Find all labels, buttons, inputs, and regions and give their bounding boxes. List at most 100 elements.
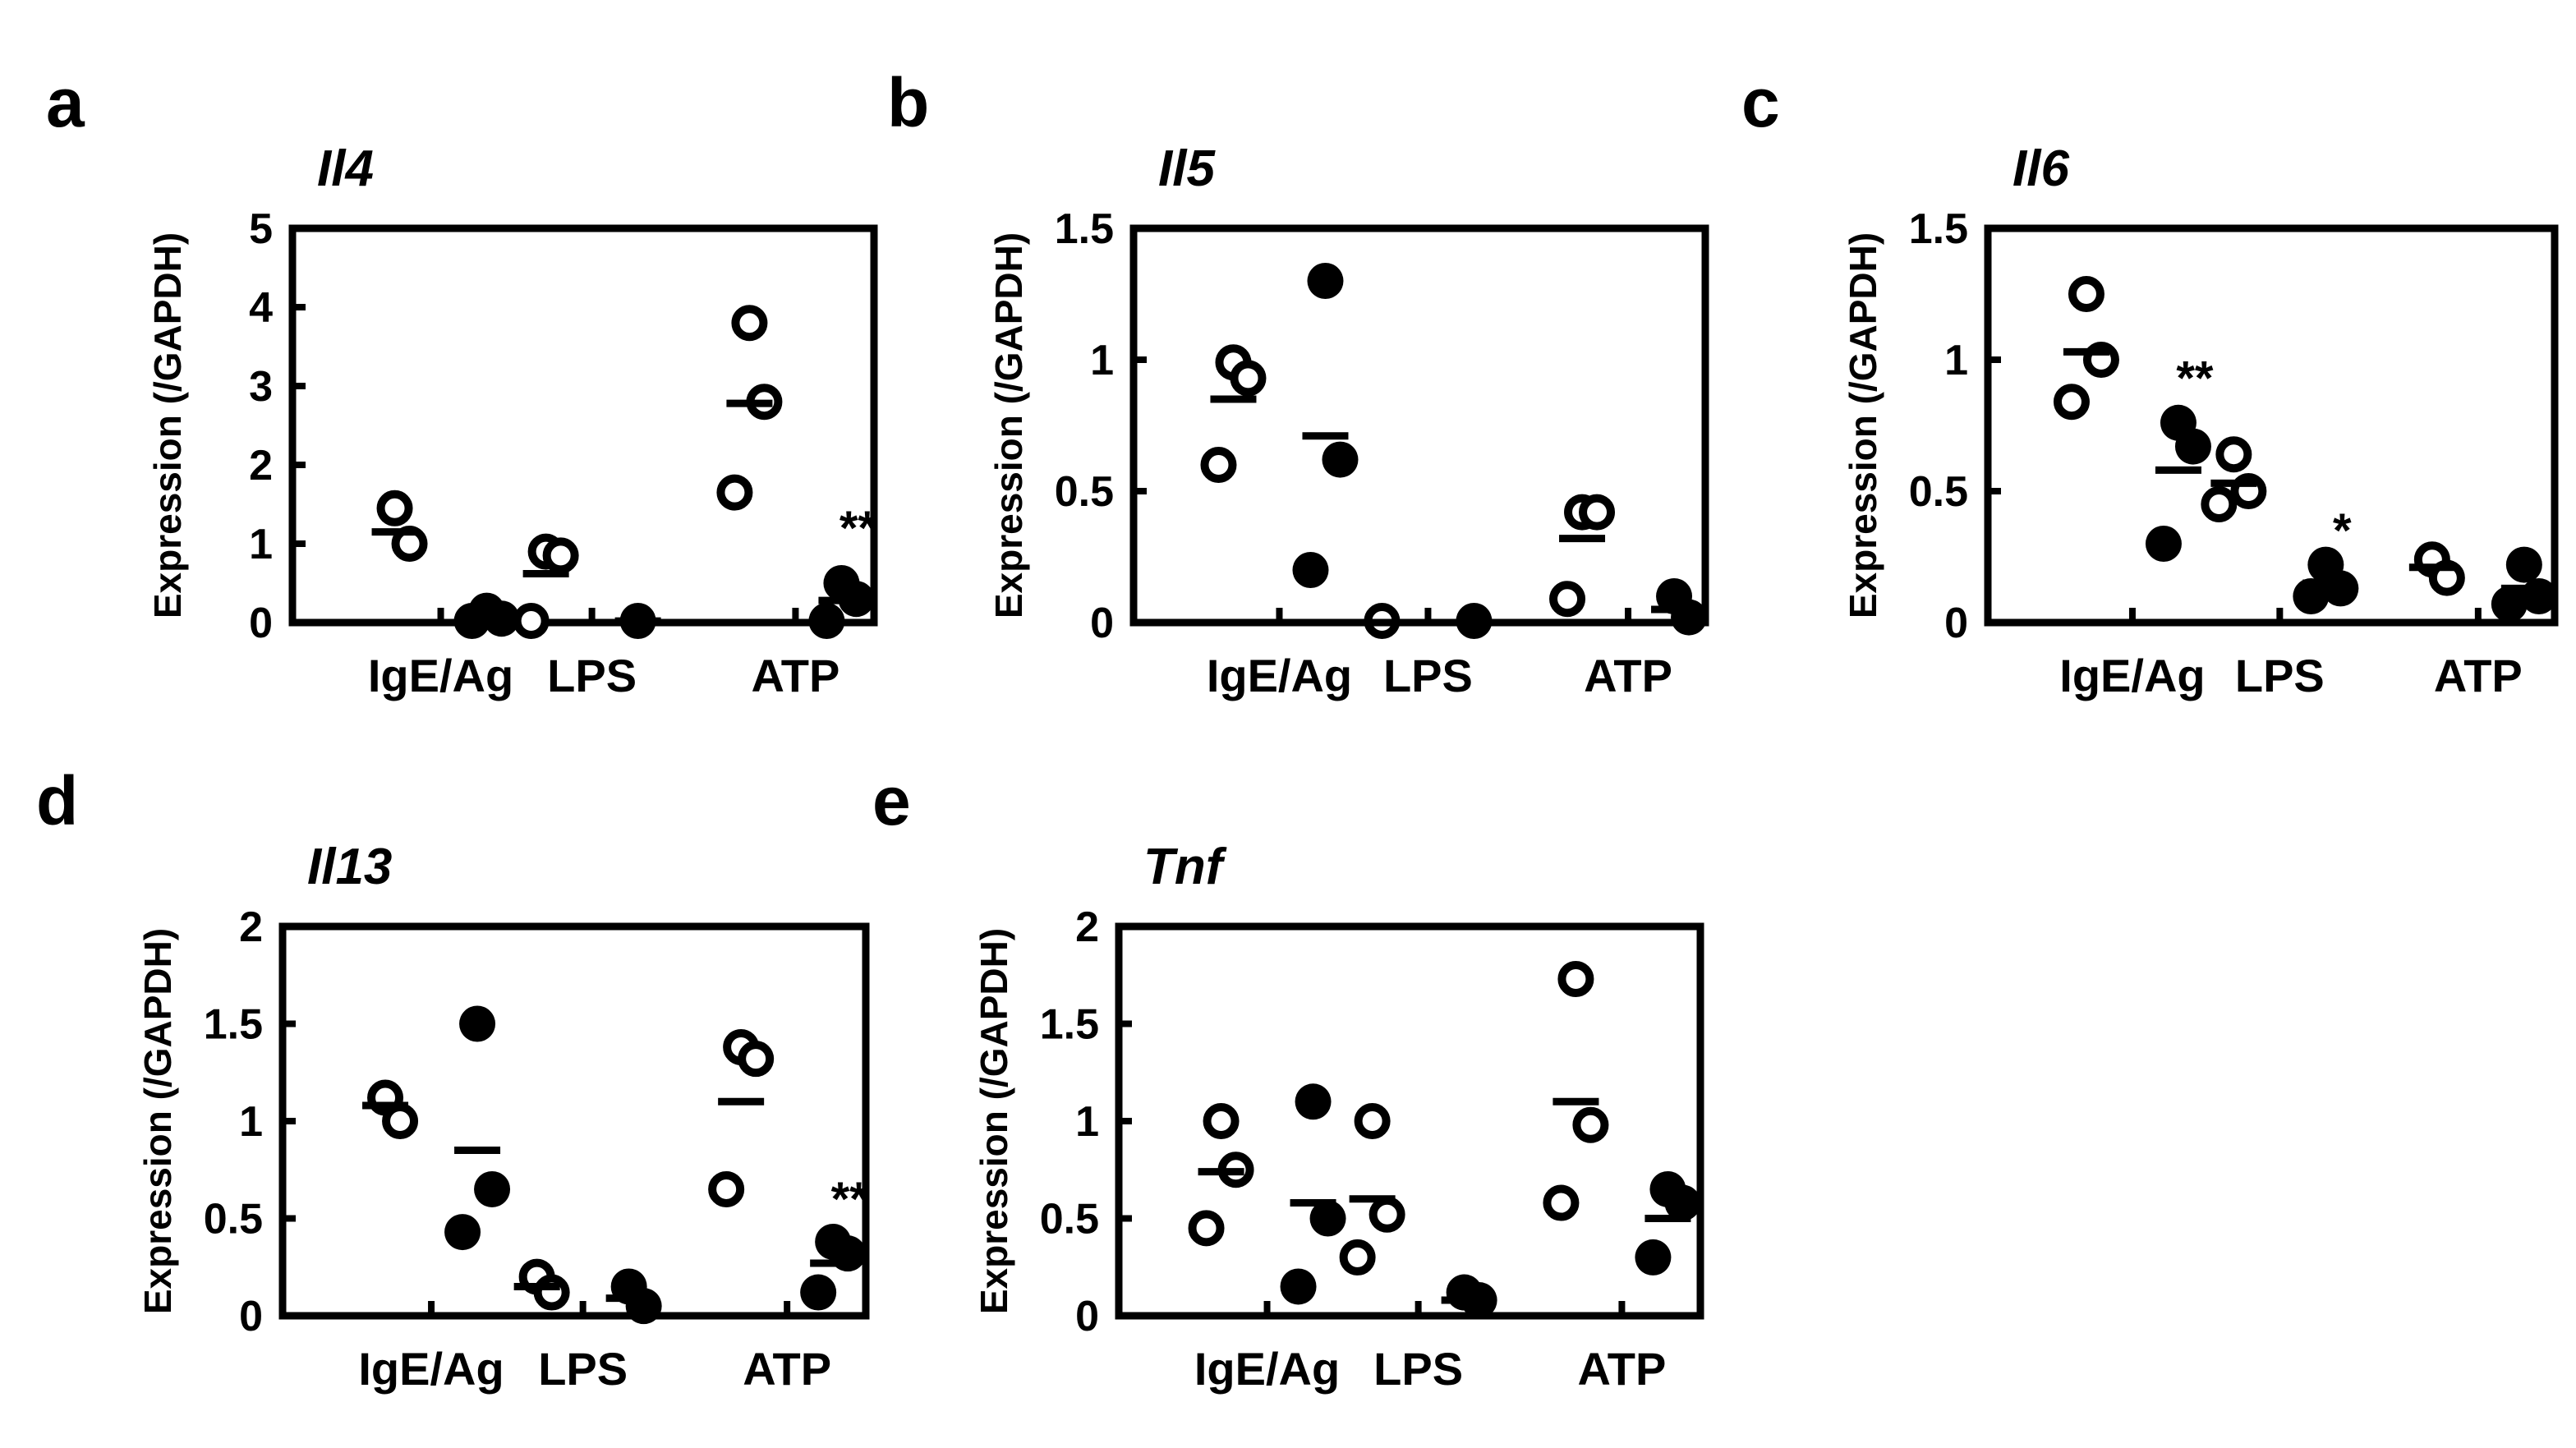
data-point-filled <box>625 1288 662 1325</box>
y-axis-label: Expression (/GAPDH) <box>146 232 189 618</box>
data-point-open <box>731 305 768 342</box>
data-point-filled <box>2322 570 2359 607</box>
significance-marker: * <box>2333 504 2352 558</box>
x-category-label: IgE/Ag <box>368 650 513 701</box>
x-category-label: IgE/Ag <box>2059 650 2205 701</box>
plot-frame <box>1129 224 1709 627</box>
data-point-filled <box>2491 586 2528 623</box>
y-axis-label: Expression (/GAPDH) <box>136 928 179 1314</box>
panel-letter: e <box>872 762 911 839</box>
x-category-label: ATP <box>751 650 840 701</box>
y-tick-label: 1.5 <box>1909 205 1968 253</box>
panel-c: c Il6 0 0.5 1 1.5 IgE/Ag LPS ATP Expression (/GAP… <box>1741 64 2559 701</box>
x-category-label: LPS <box>2235 650 2325 701</box>
y-tick-label: 4 <box>249 284 273 332</box>
x-category-label: ATP <box>1577 1343 1666 1395</box>
significance-marker: ** <box>840 502 877 555</box>
y-tick-label: 0 <box>249 600 273 647</box>
y-tick-label: 1 <box>1075 1098 1099 1146</box>
y-tick-label: 0 <box>239 1293 263 1340</box>
x-category-label: IgE/Ag <box>1194 1343 1340 1395</box>
x-category-label: ATP <box>2434 650 2523 701</box>
data-point-filled <box>1635 1239 1672 1276</box>
panel-d: d Il13 0 0.5 1 1.5 2 IgE/Ag LPS ATP Expression (/G… <box>36 762 870 1395</box>
data-point-open <box>382 1103 419 1139</box>
data-point-open <box>1188 1210 1225 1247</box>
data-point-filled <box>1280 1268 1317 1305</box>
data-point-filled <box>2293 578 2330 614</box>
data-point-open <box>533 1274 570 1311</box>
data-point-filled <box>1307 263 1344 299</box>
plot-frame <box>1984 224 2559 627</box>
data-point-open <box>1339 1239 1376 1276</box>
y-axis-label: Expression (/GAPDH) <box>987 232 1030 618</box>
y-tick-label: 3 <box>249 363 273 411</box>
y-tick-label: 1.5 <box>204 1001 263 1049</box>
data-point-filled <box>2145 526 2182 562</box>
data-point-filled <box>474 1170 511 1207</box>
data-point-open <box>1200 447 1237 483</box>
y-tick-label: 0.5 <box>1909 468 1968 516</box>
data-point-filled <box>1322 441 1359 478</box>
significance-marker: ** <box>831 1173 869 1226</box>
x-category-label: IgE/Ag <box>1207 650 1352 701</box>
data-point-open <box>2068 276 2104 312</box>
data-point-filled <box>1292 552 1329 588</box>
y-tick-label: 2 <box>239 903 263 951</box>
panel-letter: a <box>46 64 85 141</box>
panel-letter: c <box>1741 64 1780 141</box>
data-point-open <box>1543 1184 1580 1221</box>
data-point-open <box>1230 360 1267 397</box>
plot-frame <box>288 224 878 627</box>
x-category-label: LPS <box>1373 1343 1463 1395</box>
data-point-open <box>513 603 550 639</box>
data-point-open <box>708 1170 745 1207</box>
data-point-filled <box>2505 546 2542 583</box>
data-point-filled <box>1671 599 1708 636</box>
chart-title: Tnf <box>1143 839 1227 895</box>
x-category-label: LPS <box>547 650 637 701</box>
y-tick-label: 0 <box>1944 600 1968 647</box>
data-point-open <box>1557 960 1594 997</box>
data-point-filled <box>808 603 845 639</box>
data-point-filled <box>453 603 490 639</box>
y-tick-label: 0.5 <box>1055 468 1114 516</box>
y-axis-label: Expression (/GAPDH) <box>1842 232 1884 618</box>
y-tick-label: 1.5 <box>1055 205 1114 253</box>
y-tick-label: 0.5 <box>1040 1196 1099 1243</box>
y-tick-label: 1 <box>1090 337 1114 384</box>
x-category-label: ATP <box>743 1343 831 1395</box>
y-axis-label: Expression (/GAPDH) <box>973 928 1015 1314</box>
y-tick-label: 5 <box>249 205 273 253</box>
y-tick-label: 1 <box>239 1098 263 1146</box>
data-point-open <box>1354 1103 1391 1139</box>
data-point-filled <box>1664 1184 1701 1221</box>
data-point-open <box>1368 1196 1405 1233</box>
y-tick-label: 0 <box>1075 1293 1099 1340</box>
chart-title: Il4 <box>317 140 374 197</box>
panel-letter: b <box>887 64 929 141</box>
panel-b: b Il5 0 0.5 1 1.5 IgE/Ag LPS ATP Expression (/GAP… <box>887 64 1709 701</box>
data-point-open <box>1549 581 1586 618</box>
data-point-open <box>2053 384 2090 421</box>
data-point-open <box>542 537 579 574</box>
y-tick-label: 1 <box>249 521 273 568</box>
data-point-open <box>716 474 753 511</box>
chart-title: Il6 <box>2012 140 2069 197</box>
plot-frame <box>278 922 870 1320</box>
data-point-open <box>738 1041 775 1078</box>
data-point-filled <box>800 1274 837 1311</box>
data-point-open <box>376 490 413 526</box>
data-point-open <box>1203 1103 1240 1139</box>
x-category-label: LPS <box>1383 650 1473 701</box>
panel-a: a Il4 0 1 2 3 4 5 IgE/Ag LPS ATP Expression (/GAPDH… <box>46 64 878 701</box>
panel-letter: d <box>36 762 78 839</box>
data-point-filled <box>2174 428 2211 465</box>
y-tick-label: 0 <box>1090 600 1114 647</box>
y-tick-label: 2 <box>1075 903 1099 951</box>
panel-e: e Tnf 0 0.5 1 1.5 2 IgE/Ag LPS ATP Expression (/GA… <box>872 762 1704 1395</box>
x-category-label: ATP <box>1584 650 1672 701</box>
data-point-filled <box>1295 1083 1332 1120</box>
y-tick-label: 1.5 <box>1040 1001 1099 1049</box>
